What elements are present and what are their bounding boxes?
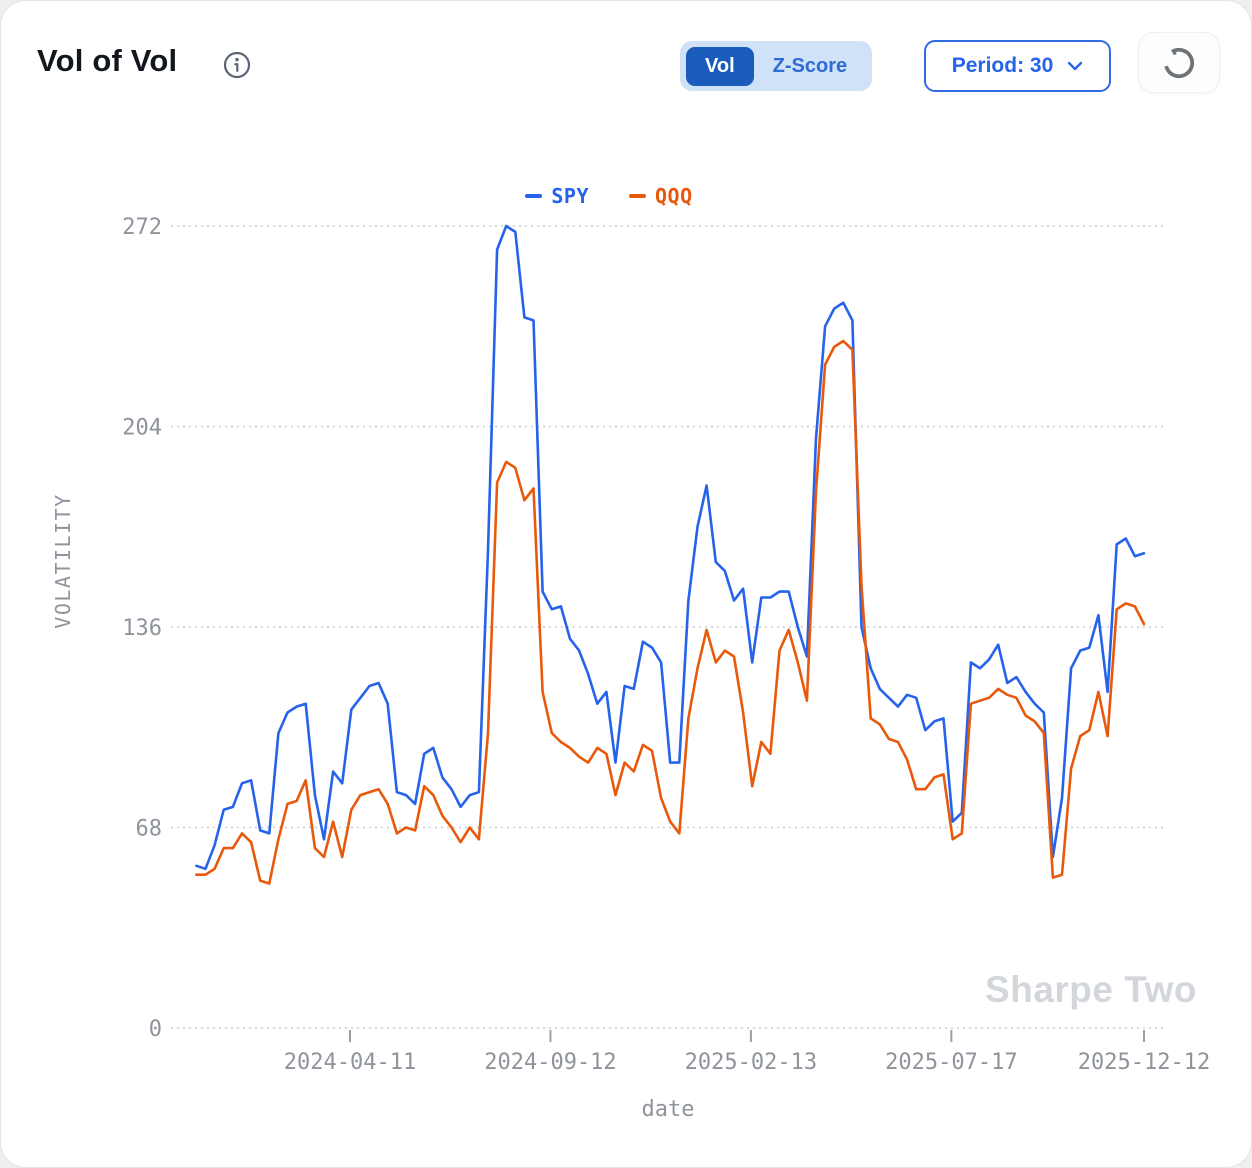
toggle-vol[interactable]: Vol <box>686 46 754 86</box>
toggle-zscore[interactable]: Z-Score <box>754 47 866 86</box>
legend-label-qqq: QQQ <box>655 184 693 208</box>
refresh-button[interactable] <box>1138 32 1220 93</box>
svg-text:2025-07-17: 2025-07-17 <box>885 1050 1017 1075</box>
svg-text:68: 68 <box>136 817 163 842</box>
svg-text:2024-04-11: 2024-04-11 <box>284 1050 416 1075</box>
y-axis-title: VOLATILITY <box>51 493 75 629</box>
page-title: Vol of Vol <box>37 43 178 78</box>
qqq-line-swatch <box>629 194 646 198</box>
watermark: Sharpe Two <box>985 969 1197 1010</box>
svg-text:272: 272 <box>122 215 162 240</box>
info-button[interactable] <box>223 51 251 79</box>
spinner-icon <box>1161 45 1197 81</box>
chevron-down-icon <box>1067 61 1083 71</box>
period-dropdown[interactable]: Period: 30 <box>924 40 1111 92</box>
svg-text:0: 0 <box>149 1017 162 1042</box>
svg-text:204: 204 <box>122 416 162 441</box>
svg-text:2024-09-12: 2024-09-12 <box>484 1050 616 1075</box>
legend-label-spy: SPY <box>551 184 589 208</box>
x-axis-title: date <box>641 1097 695 1122</box>
svg-text:2025-12-12: 2025-12-12 <box>1078 1050 1210 1075</box>
chart-legend: SPY QQQ <box>1 184 1217 208</box>
svg-text:2025-02-13: 2025-02-13 <box>685 1050 817 1075</box>
svg-text:136: 136 <box>122 616 162 641</box>
mode-toggle: Vol Z-Score <box>680 41 873 91</box>
period-dropdown-label: Period: 30 <box>951 54 1054 77</box>
info-circle-icon <box>223 51 251 82</box>
legend-item-spy[interactable]: SPY <box>525 184 589 208</box>
spy-line-swatch <box>525 194 543 198</box>
legend-item-qqq[interactable]: QQQ <box>629 184 693 208</box>
